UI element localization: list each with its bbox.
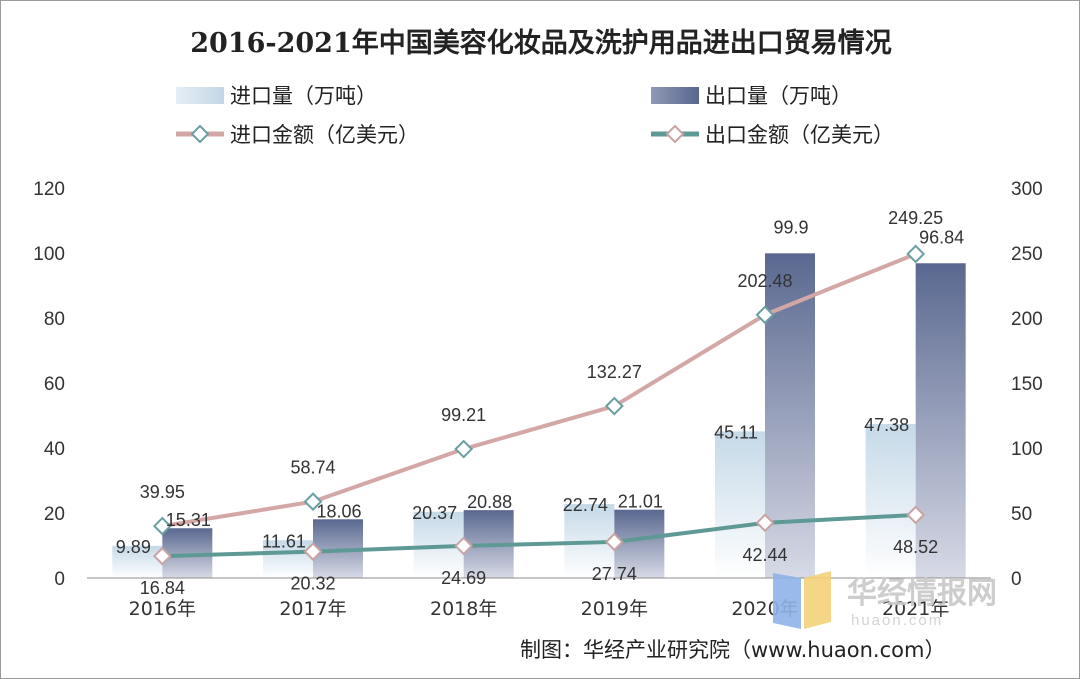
legend-item-import-value: 进口金额（亿美元） bbox=[176, 123, 419, 147]
watermark-logo-yellow bbox=[804, 571, 831, 629]
watermark: 华经情报网 huaon.com bbox=[773, 571, 997, 629]
y-right-tick-label: 300 bbox=[1011, 179, 1043, 200]
marker-import-value bbox=[303, 492, 323, 512]
y-right-tick-label: 0 bbox=[1011, 569, 1022, 590]
data-label-export-volume: 21.01 bbox=[618, 492, 663, 512]
y-right-tick-label: 200 bbox=[1011, 309, 1043, 330]
marker-import-value bbox=[755, 305, 775, 325]
data-label-import-value: 132.27 bbox=[587, 362, 642, 382]
data-label-export-volume: 15.31 bbox=[166, 510, 211, 530]
data-label-export-volume: 99.9 bbox=[773, 217, 808, 237]
data-label-import-volume: 22.74 bbox=[563, 495, 608, 515]
marker-export-value bbox=[303, 542, 323, 561]
bar-export-volume bbox=[614, 509, 665, 578]
legend: 进口量（万吨） 出口量（万吨） 进口金额（亿美元） 出口金额（亿美元） bbox=[176, 84, 894, 147]
marker-export-value bbox=[906, 505, 926, 525]
watermark-logo-blue bbox=[773, 573, 801, 629]
data-label-import-volume: 11.61 bbox=[262, 531, 306, 551]
bar-import-volume bbox=[263, 540, 313, 578]
legend-item-export-volume: 出口量（万吨） bbox=[651, 84, 852, 108]
data-label-export-volume: 20.88 bbox=[467, 492, 512, 512]
data-label-import-volume: 47.38 bbox=[864, 415, 909, 435]
bar-export-volume bbox=[915, 263, 966, 578]
x-tick-label: 2018年 bbox=[430, 598, 497, 620]
plot-area: 0 20 40 60 80 100 120 0 50 100 150 200 250 300 2016年 20… bbox=[33, 179, 1042, 620]
marker-export-value bbox=[755, 513, 775, 533]
legend-label-export-value: 出口金额（亿美元） bbox=[705, 123, 894, 147]
data-label-export-value: 48.52 bbox=[893, 537, 938, 557]
data-label-import-value: 58.74 bbox=[290, 458, 335, 478]
data-label-export-value: 27.74 bbox=[592, 564, 637, 584]
x-tick-label: 2021年 bbox=[882, 598, 949, 620]
legend-swatch-import-volume bbox=[176, 87, 224, 104]
legend-label-export-volume: 出口量（万吨） bbox=[705, 84, 852, 108]
data-label-export-value: 20.32 bbox=[290, 574, 335, 594]
data-label-import-volume: 9.89 bbox=[116, 537, 151, 557]
watermark-subtext: huaon.com bbox=[851, 612, 943, 629]
marker-import-value bbox=[454, 439, 474, 459]
source-note: 制图：华经产业研究院（www.huaon.com） bbox=[520, 638, 945, 662]
marker-export-value bbox=[152, 546, 172, 566]
y-left-tick-label: 100 bbox=[33, 244, 65, 265]
y-left-tick-label: 80 bbox=[44, 309, 65, 330]
legend-marker-import-value bbox=[190, 124, 210, 144]
line-import-value bbox=[162, 252, 917, 529]
data-label-import-value: 99.21 bbox=[441, 405, 486, 425]
data-label-export-value: 16.84 bbox=[140, 578, 185, 598]
line-export-value bbox=[162, 512, 916, 559]
data-label-export-value: 42.44 bbox=[742, 545, 787, 565]
legend-item-import-volume: 进口量（万吨） bbox=[176, 84, 377, 108]
marker-export-value bbox=[604, 532, 624, 552]
marker-import-value bbox=[152, 516, 172, 536]
legend-label-import-value: 进口金额（亿美元） bbox=[230, 123, 419, 147]
marker-import-value bbox=[906, 244, 926, 264]
legend-marker-export-value bbox=[665, 124, 685, 144]
bar-export-volume bbox=[765, 253, 815, 578]
data-label-export-volume: 96.84 bbox=[919, 227, 964, 247]
data-label-import-volume: 45.11 bbox=[714, 422, 758, 442]
bar-import-volume bbox=[865, 424, 916, 578]
y-right-tick-label: 50 bbox=[1011, 504, 1032, 525]
y-right-tick-label: 150 bbox=[1011, 374, 1043, 395]
chart-title: 2016-2021年中国美容化妆品及洗护用品进出口贸易情况 bbox=[190, 27, 892, 59]
x-tick-label: 2017年 bbox=[279, 598, 346, 620]
data-label-import-value: 202.48 bbox=[737, 271, 792, 291]
legend-swatch-export-volume bbox=[651, 87, 699, 104]
marker-import-value bbox=[604, 396, 624, 416]
data-label-export-value: 24.69 bbox=[441, 568, 486, 588]
data-label-import-value: 249.25 bbox=[888, 208, 943, 228]
data-label-import-volume: 20.37 bbox=[412, 503, 457, 523]
legend-item-export-value: 出口金额（亿美元） bbox=[651, 123, 894, 147]
watermark-text: 华经情报网 bbox=[847, 576, 997, 611]
y-left-tick-label: 40 bbox=[44, 439, 65, 460]
y-left-tick-label: 0 bbox=[54, 569, 65, 590]
x-tick-label: 2016年 bbox=[129, 598, 196, 620]
y-left-tick-label: 20 bbox=[44, 504, 65, 525]
bar-import-volume bbox=[112, 545, 163, 578]
y-left-tick-label: 60 bbox=[44, 374, 65, 395]
legend-label-import-volume: 进口量（万吨） bbox=[230, 84, 377, 108]
y-right-tick-label: 100 bbox=[1011, 439, 1043, 460]
marker-export-value bbox=[454, 536, 474, 556]
data-label-import-value: 39.95 bbox=[140, 482, 185, 502]
y-left-tick-label: 120 bbox=[33, 179, 65, 200]
data-label-export-volume: 18.06 bbox=[316, 501, 361, 521]
y-right-tick-label: 250 bbox=[1011, 244, 1043, 265]
x-tick-label: 2019年 bbox=[581, 598, 648, 620]
bar-import-volume bbox=[715, 431, 765, 578]
